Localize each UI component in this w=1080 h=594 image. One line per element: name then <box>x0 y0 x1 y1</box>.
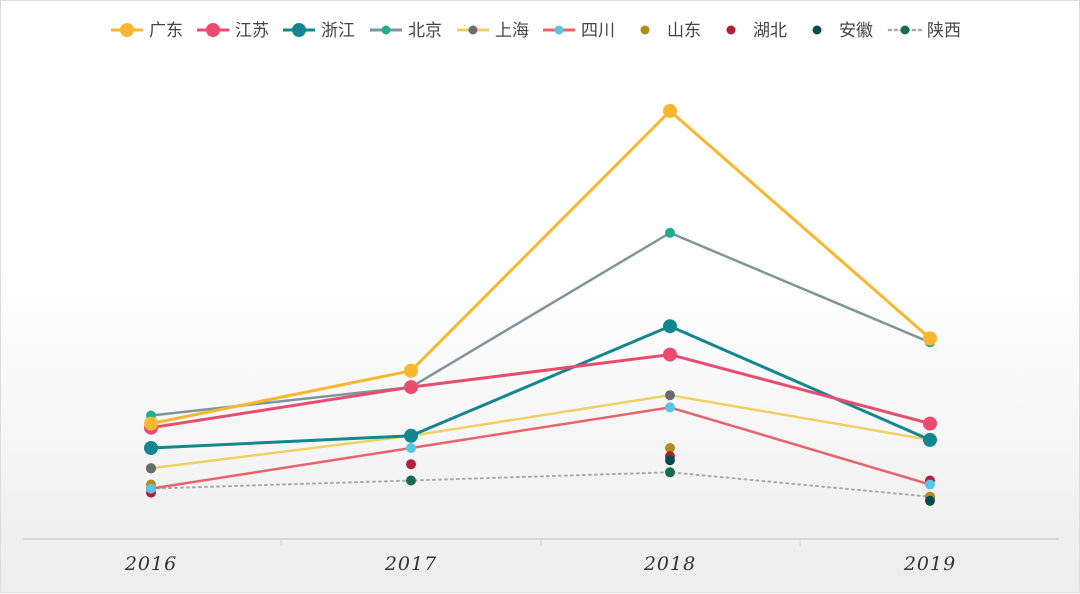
data-point <box>406 475 416 486</box>
data-point <box>406 443 416 453</box>
legend-marker-swatch <box>554 25 564 35</box>
legend-marker-swatch <box>726 25 736 35</box>
legend-marker-swatch <box>206 23 220 37</box>
legend-marker-swatch <box>468 25 478 35</box>
series-line <box>150 393 931 470</box>
data-point <box>923 331 937 346</box>
legend-entry-label: 浙江 <box>321 21 355 41</box>
series-line <box>150 324 931 450</box>
legend-entry-label: 湖北 <box>753 21 787 41</box>
legend-entry-label: 山东 <box>667 21 701 41</box>
legend-entry-label: 北京 <box>408 21 442 41</box>
legend-marker-swatch <box>900 25 910 35</box>
data-point <box>665 455 675 466</box>
legend: 广东 江苏 浙江 北京 上海 四川 山东 湖北 安徽 陕西 <box>111 21 961 41</box>
data-point <box>923 416 937 431</box>
series-line <box>150 406 931 490</box>
series-line <box>150 109 931 426</box>
legend-entry-label: 安徽 <box>839 21 873 41</box>
series-line <box>150 471 931 498</box>
data-point <box>146 463 156 474</box>
data-point <box>665 227 675 238</box>
legend-entry-label: 江苏 <box>235 21 269 41</box>
data-point <box>665 402 675 413</box>
legend-marker-swatch <box>381 25 391 35</box>
legend-marker-swatch <box>292 23 306 37</box>
data-point <box>663 319 677 334</box>
data-point <box>665 443 675 453</box>
data-point <box>404 380 418 395</box>
data-point <box>144 441 158 455</box>
x-tick-label: 2017 <box>384 553 437 575</box>
series-line <box>150 353 931 430</box>
x-axis: 2016 2017 2018 2019 <box>23 538 1059 575</box>
series-lines <box>150 109 931 498</box>
data-point <box>923 432 937 447</box>
data-point <box>925 495 935 506</box>
data-point <box>665 467 675 478</box>
legend-marker-swatch <box>640 25 650 35</box>
data-point <box>404 428 418 443</box>
data-point <box>144 416 158 431</box>
series-points <box>144 104 937 506</box>
data-point <box>663 347 677 362</box>
data-point <box>665 390 675 401</box>
legend-entry-label: 陕西 <box>927 21 961 41</box>
legend-marker-swatch <box>812 25 822 35</box>
x-tick-label: 2019 <box>903 553 956 575</box>
legend-entry-label: 四川 <box>581 21 615 41</box>
data-point <box>663 104 677 118</box>
legend-entry-label: 广东 <box>149 21 183 41</box>
data-point <box>925 479 935 490</box>
series-line <box>150 231 931 417</box>
data-point <box>146 483 156 494</box>
data-point <box>406 459 416 470</box>
data-point <box>404 363 418 378</box>
legend-entry-label: 上海 <box>495 21 529 41</box>
x-tick-label: 2018 <box>643 553 696 575</box>
x-tick-label: 2016 <box>124 553 177 575</box>
legend-marker-swatch <box>120 23 134 37</box>
